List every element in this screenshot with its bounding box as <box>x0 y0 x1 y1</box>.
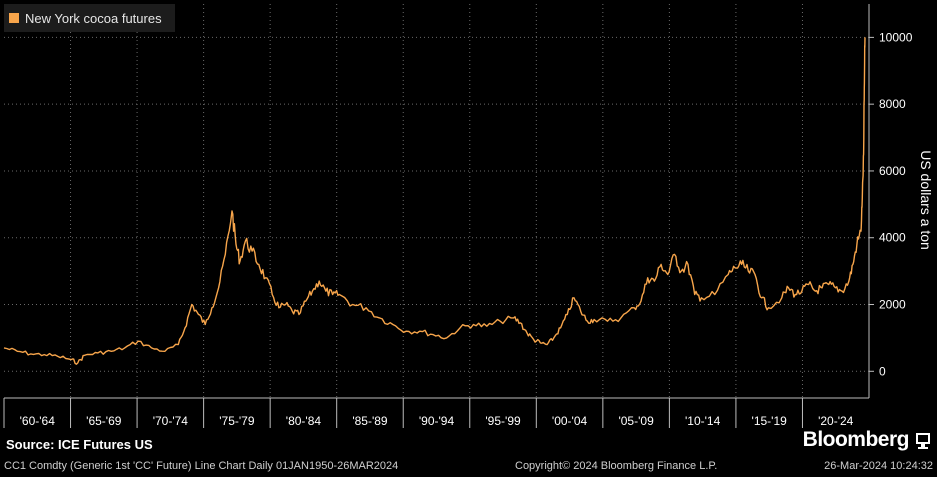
x-axis-ticks: '60-'64 '65-'69 '70-'74 '75-'79 '80-'84 '85-'… <box>4 398 854 428</box>
x-tick-label: '15-'19 <box>752 414 788 428</box>
y-tick-label: 2000 <box>879 298 906 312</box>
horizontal-gridlines <box>4 37 869 371</box>
x-tick-label: '10-'14 <box>685 414 721 428</box>
x-tick-label: '65-'69 <box>86 414 122 428</box>
chart-legend: New York cocoa futures <box>4 4 175 32</box>
x-tick-label: '75-'79 <box>219 414 255 428</box>
legend-swatch <box>9 13 19 23</box>
x-tick-label: '70-'74 <box>153 414 189 428</box>
footer-chart-info: CC1 Comdty (Generic 1st 'CC' Future) Lin… <box>4 460 398 472</box>
footer-timestamp: 26-Mar-2024 10:24:32 <box>824 460 933 472</box>
y-tick-label: 0 <box>879 364 886 378</box>
y-axis-ticks: 0 2000 4000 6000 8000 10000 <box>869 30 913 378</box>
y-tick-label: 10000 <box>879 30 913 44</box>
y-axis-label: US dollars a ton <box>918 150 934 250</box>
legend-label: New York cocoa futures <box>25 11 162 26</box>
x-tick-label: '00-'04 <box>552 414 588 428</box>
x-tick-label: '60-'64 <box>20 414 56 428</box>
bloomberg-terminal-icon <box>915 432 931 449</box>
y-tick-label: 6000 <box>879 164 906 178</box>
footer-copyright: Copyright© 2024 Bloomberg Finance L.P. <box>515 460 717 472</box>
x-tick-label: '90-'94 <box>419 414 455 428</box>
x-tick-label: '20-'24 <box>818 414 854 428</box>
y-tick-label: 8000 <box>879 97 906 111</box>
x-tick-label: '95-'99 <box>485 414 521 428</box>
x-tick-label: '05-'09 <box>618 414 654 428</box>
source-note: Source: ICE Futures US <box>6 437 153 452</box>
y-tick-label: 4000 <box>879 231 906 245</box>
x-tick-label: '85-'89 <box>352 414 388 428</box>
bloomberg-logo: Bloomberg <box>803 428 909 452</box>
x-tick-label: '80-'84 <box>286 414 322 428</box>
